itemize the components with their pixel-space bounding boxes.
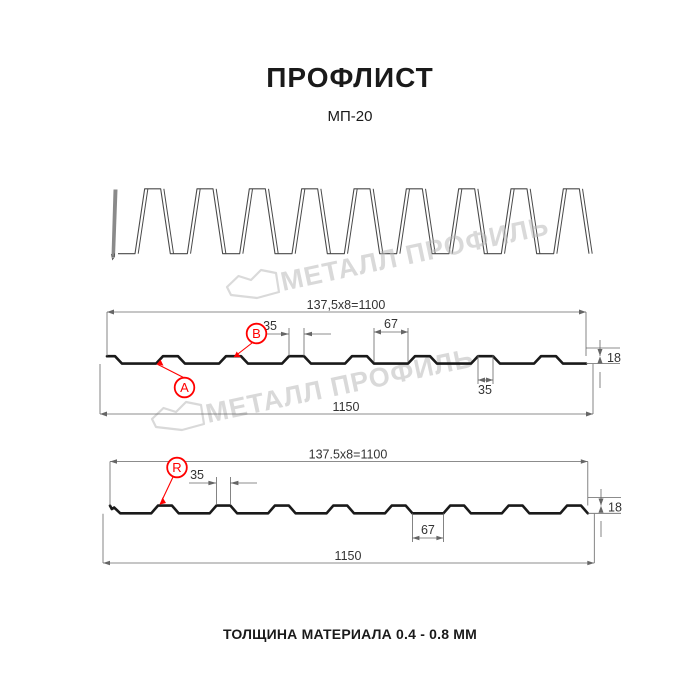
svg-text:A: A: [180, 380, 189, 395]
svg-text:1150: 1150: [333, 400, 360, 414]
svg-text:67: 67: [384, 317, 398, 331]
svg-text:18: 18: [608, 501, 622, 515]
svg-text:B: B: [252, 326, 261, 341]
svg-text:МЕТАЛЛ ПРОФИЛЬ: МЕТАЛЛ ПРОФИЛЬ: [278, 211, 552, 297]
svg-text:R: R: [172, 460, 181, 475]
svg-text:35: 35: [190, 468, 204, 482]
svg-text:137,5x8=1100: 137,5x8=1100: [307, 298, 386, 312]
svg-text:67: 67: [421, 523, 435, 537]
svg-text:137.5x8=1100: 137.5x8=1100: [309, 448, 388, 462]
svg-text:1150: 1150: [335, 549, 362, 563]
svg-text:МЕТАЛЛ ПРОФИЛЬ: МЕТАЛЛ ПРОФИЛЬ: [203, 343, 477, 429]
svg-text:18: 18: [607, 351, 621, 365]
svg-text:35: 35: [478, 383, 492, 397]
